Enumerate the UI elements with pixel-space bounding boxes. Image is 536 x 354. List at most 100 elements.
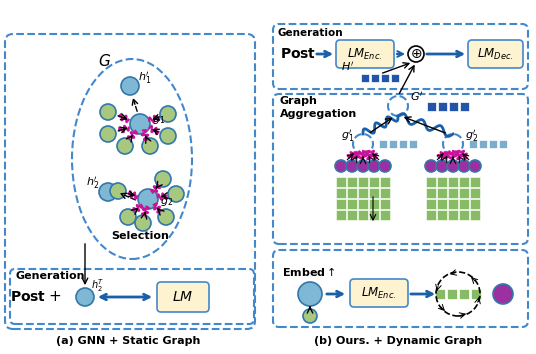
- Circle shape: [458, 160, 470, 172]
- Text: $LM$: $LM$: [173, 290, 193, 304]
- Text: $\mathbf{Post}$: $\mathbf{Post}$: [10, 290, 46, 304]
- FancyBboxPatch shape: [380, 199, 390, 209]
- Circle shape: [160, 128, 176, 144]
- Circle shape: [298, 282, 322, 306]
- FancyBboxPatch shape: [448, 177, 458, 187]
- Circle shape: [158, 209, 174, 225]
- FancyBboxPatch shape: [409, 140, 417, 148]
- FancyBboxPatch shape: [468, 40, 523, 68]
- FancyBboxPatch shape: [427, 102, 436, 110]
- FancyBboxPatch shape: [336, 210, 346, 220]
- Text: (b) Ours. + Dynamic Graph: (b) Ours. + Dynamic Graph: [314, 336, 482, 346]
- FancyBboxPatch shape: [347, 177, 357, 187]
- FancyBboxPatch shape: [449, 102, 458, 110]
- Circle shape: [469, 160, 481, 172]
- Circle shape: [493, 284, 513, 304]
- FancyBboxPatch shape: [389, 140, 397, 148]
- Circle shape: [135, 215, 151, 231]
- FancyBboxPatch shape: [369, 199, 379, 209]
- Text: Generation: Generation: [278, 28, 344, 38]
- FancyBboxPatch shape: [157, 282, 209, 312]
- FancyBboxPatch shape: [347, 199, 357, 209]
- FancyBboxPatch shape: [437, 210, 447, 220]
- FancyBboxPatch shape: [336, 177, 346, 187]
- Circle shape: [368, 160, 380, 172]
- Circle shape: [110, 183, 126, 199]
- Text: $\mathbf{Post}$: $\mathbf{Post}$: [280, 47, 316, 61]
- Circle shape: [357, 160, 369, 172]
- Circle shape: [100, 104, 116, 120]
- FancyBboxPatch shape: [470, 210, 480, 220]
- Circle shape: [346, 160, 358, 172]
- FancyBboxPatch shape: [399, 140, 407, 148]
- Text: $LM_{Dec.}$: $LM_{Dec.}$: [477, 46, 513, 62]
- FancyBboxPatch shape: [459, 210, 469, 220]
- Text: $\oplus$: $\oplus$: [410, 47, 422, 61]
- Circle shape: [447, 160, 459, 172]
- FancyBboxPatch shape: [459, 177, 469, 187]
- Circle shape: [168, 186, 184, 202]
- FancyBboxPatch shape: [447, 289, 457, 299]
- Text: $+$: $+$: [48, 289, 62, 304]
- FancyBboxPatch shape: [380, 210, 390, 220]
- Text: $h_2'$: $h_2'$: [86, 175, 99, 191]
- FancyBboxPatch shape: [470, 199, 480, 209]
- FancyBboxPatch shape: [358, 210, 368, 220]
- Text: $G$: $G$: [99, 53, 111, 69]
- FancyBboxPatch shape: [371, 74, 379, 82]
- FancyBboxPatch shape: [437, 199, 447, 209]
- FancyBboxPatch shape: [336, 199, 346, 209]
- Circle shape: [408, 46, 424, 62]
- Text: $h_2^T$: $h_2^T$: [91, 277, 105, 294]
- Text: $g_2$: $g_2$: [160, 196, 173, 208]
- FancyBboxPatch shape: [460, 102, 469, 110]
- FancyBboxPatch shape: [426, 188, 436, 198]
- FancyBboxPatch shape: [459, 188, 469, 198]
- Text: Embed$\uparrow$: Embed$\uparrow$: [282, 265, 336, 278]
- FancyBboxPatch shape: [336, 40, 394, 68]
- Circle shape: [160, 106, 176, 122]
- FancyBboxPatch shape: [489, 140, 497, 148]
- FancyBboxPatch shape: [438, 102, 447, 110]
- FancyBboxPatch shape: [381, 74, 389, 82]
- FancyBboxPatch shape: [437, 188, 447, 198]
- Text: $G'$: $G'$: [410, 90, 423, 103]
- Text: $h_1'$: $h_1'$: [138, 70, 151, 86]
- FancyBboxPatch shape: [471, 289, 481, 299]
- Circle shape: [117, 138, 133, 154]
- Text: $g_1'$: $g_1'$: [341, 128, 354, 144]
- FancyBboxPatch shape: [350, 279, 408, 307]
- FancyBboxPatch shape: [369, 210, 379, 220]
- Circle shape: [99, 183, 117, 201]
- FancyBboxPatch shape: [369, 188, 379, 198]
- FancyBboxPatch shape: [426, 177, 436, 187]
- Text: $LM_{Enc.}$: $LM_{Enc.}$: [347, 46, 383, 62]
- Circle shape: [379, 160, 391, 172]
- FancyBboxPatch shape: [358, 199, 368, 209]
- Circle shape: [335, 160, 347, 172]
- FancyBboxPatch shape: [459, 289, 469, 299]
- Circle shape: [436, 160, 448, 172]
- Text: Aggregation: Aggregation: [280, 109, 358, 119]
- Circle shape: [353, 134, 373, 154]
- Circle shape: [138, 189, 158, 209]
- Circle shape: [443, 134, 463, 154]
- FancyBboxPatch shape: [470, 177, 480, 187]
- Circle shape: [142, 138, 158, 154]
- FancyBboxPatch shape: [470, 188, 480, 198]
- FancyBboxPatch shape: [426, 199, 436, 209]
- FancyBboxPatch shape: [347, 210, 357, 220]
- FancyBboxPatch shape: [499, 140, 507, 148]
- FancyBboxPatch shape: [358, 188, 368, 198]
- FancyBboxPatch shape: [437, 177, 447, 187]
- FancyBboxPatch shape: [380, 177, 390, 187]
- FancyBboxPatch shape: [361, 74, 369, 82]
- Text: (a) GNN + Static Graph: (a) GNN + Static Graph: [56, 336, 200, 346]
- Text: Generation: Generation: [15, 271, 85, 281]
- FancyBboxPatch shape: [426, 210, 436, 220]
- FancyBboxPatch shape: [448, 199, 458, 209]
- Text: Graph: Graph: [280, 96, 318, 106]
- FancyBboxPatch shape: [435, 289, 445, 299]
- FancyBboxPatch shape: [459, 199, 469, 209]
- FancyBboxPatch shape: [448, 210, 458, 220]
